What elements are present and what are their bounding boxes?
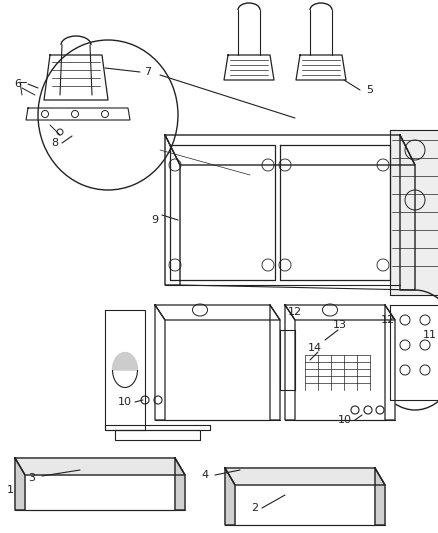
Text: 6: 6: [14, 79, 21, 89]
Polygon shape: [390, 130, 438, 295]
Text: 10: 10: [118, 397, 132, 407]
Text: 14: 14: [308, 343, 322, 353]
Text: 13: 13: [333, 320, 347, 330]
Polygon shape: [15, 458, 25, 510]
Text: 11: 11: [423, 330, 437, 340]
Text: 2: 2: [251, 503, 258, 513]
Text: 7: 7: [145, 67, 152, 77]
Text: 1: 1: [7, 485, 14, 495]
Text: 12: 12: [288, 307, 302, 317]
Text: 3: 3: [28, 473, 35, 483]
Text: 10: 10: [338, 415, 352, 425]
Polygon shape: [175, 458, 185, 510]
Text: 8: 8: [51, 138, 59, 148]
Text: 4: 4: [201, 470, 208, 480]
Polygon shape: [15, 458, 185, 475]
Text: 12: 12: [381, 315, 395, 325]
Text: 5: 5: [367, 85, 374, 95]
Polygon shape: [375, 468, 385, 525]
Text: 9: 9: [152, 215, 159, 225]
Polygon shape: [113, 352, 138, 370]
Polygon shape: [225, 468, 235, 525]
Polygon shape: [225, 468, 385, 485]
